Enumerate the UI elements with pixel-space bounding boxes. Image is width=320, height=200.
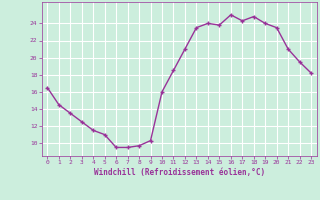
X-axis label: Windchill (Refroidissement éolien,°C): Windchill (Refroidissement éolien,°C) xyxy=(94,168,265,177)
